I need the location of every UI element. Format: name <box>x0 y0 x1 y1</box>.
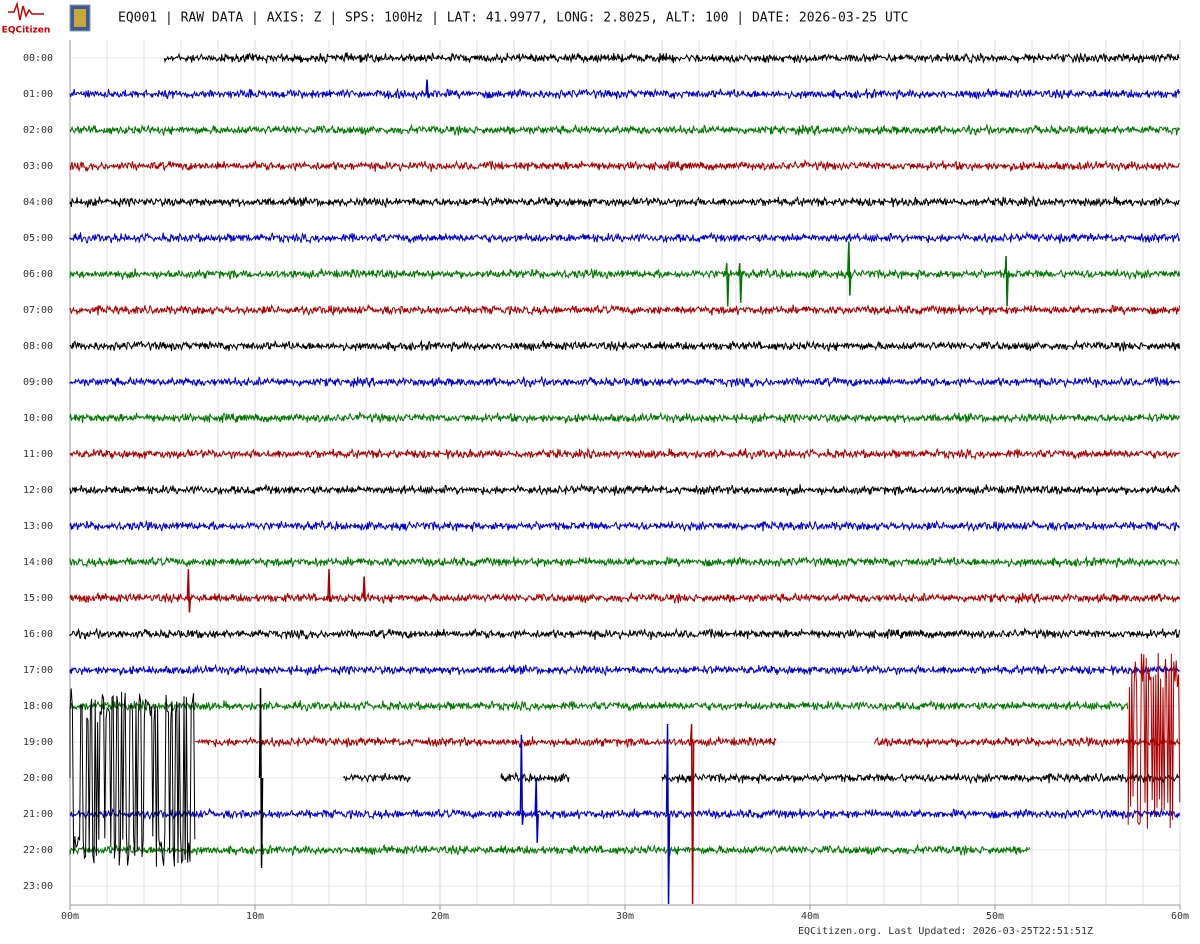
row-label: 12:00 <box>23 485 53 496</box>
spike <box>425 79 430 98</box>
row-label: 09:00 <box>23 377 53 388</box>
trace-segment <box>163 52 1180 65</box>
row-label: 08:00 <box>23 341 53 352</box>
trace-segment <box>500 772 570 784</box>
chart-title: EQ001 | RAW DATA | AXIS: Z | SPS: 100Hz … <box>118 11 909 26</box>
row-label: 11:00 <box>23 449 53 460</box>
row-label: 18:00 <box>23 701 53 712</box>
trace-segment <box>69 663 1180 677</box>
trace-segment <box>69 195 1180 209</box>
x-tick-label: 10m <box>246 911 264 922</box>
trace-segment <box>69 591 1180 605</box>
spike <box>665 723 671 905</box>
spike <box>534 777 539 843</box>
x-tick-label: 60m <box>1171 911 1189 922</box>
trace-segment <box>69 303 1180 317</box>
x-tick-label: 30m <box>616 911 634 922</box>
row-label: 10:00 <box>23 413 53 424</box>
logo-icon <box>8 1 44 21</box>
spike <box>258 687 264 869</box>
trace-segment <box>343 773 411 784</box>
spike <box>725 263 730 307</box>
trace-segment <box>69 375 1180 389</box>
footer: EQCitizen.org. Last Updated: 2026-03-25T… <box>798 926 1093 937</box>
row-label: 06:00 <box>23 269 53 280</box>
row-label: 19:00 <box>23 737 53 748</box>
trace-segment <box>69 626 1180 641</box>
trace-segment <box>69 87 1180 101</box>
row-label: 00:00 <box>23 53 53 64</box>
row-label: 17:00 <box>23 665 53 676</box>
x-tick-label: 40m <box>801 911 819 922</box>
trace-segment <box>69 482 1180 496</box>
logo-text: EQCitizen <box>2 26 51 36</box>
trace-segment <box>69 699 1129 713</box>
row-label: 23:00 <box>23 881 53 892</box>
trace-segment <box>69 267 1180 281</box>
row-label: 05:00 <box>23 233 53 244</box>
trace-segment <box>69 339 1180 353</box>
row-label: 22:00 <box>23 845 53 856</box>
row-label: 15:00 <box>23 593 53 604</box>
x-tick-label: 50m <box>986 911 1004 922</box>
trace-segment <box>69 123 1180 137</box>
trace-segment <box>69 230 1180 245</box>
row-label: 07:00 <box>23 305 53 316</box>
x-tick-label: 20m <box>431 911 449 922</box>
row-label: 13:00 <box>23 521 53 532</box>
row-label: 21:00 <box>23 809 53 820</box>
burst <box>69 688 196 867</box>
trace-segment <box>69 447 1180 461</box>
spike <box>327 569 332 602</box>
burst <box>1127 652 1181 829</box>
x-tick-label: 00m <box>61 911 79 922</box>
row-label: 02:00 <box>23 125 53 136</box>
row-label: 14:00 <box>23 557 53 568</box>
trace-segment <box>69 410 1180 425</box>
spike <box>689 723 695 905</box>
spike <box>362 576 367 602</box>
row-label: 04:00 <box>23 197 53 208</box>
trace-segment <box>69 555 1180 569</box>
spike <box>186 569 192 613</box>
row-label: 03:00 <box>23 161 53 172</box>
trace-segment <box>69 158 1180 173</box>
row-label: 20:00 <box>23 773 53 784</box>
row-label: 16:00 <box>23 629 53 640</box>
trace-segment <box>69 843 1031 857</box>
device-chip <box>74 9 86 27</box>
trace-segment <box>69 807 1180 821</box>
trace-segment <box>69 519 1180 533</box>
trace-segment <box>661 772 1180 785</box>
spike <box>1004 255 1009 307</box>
row-label: 01:00 <box>23 89 53 100</box>
spike <box>519 734 525 825</box>
spike <box>737 263 743 303</box>
trace-segment <box>195 734 777 748</box>
spike <box>847 241 852 296</box>
